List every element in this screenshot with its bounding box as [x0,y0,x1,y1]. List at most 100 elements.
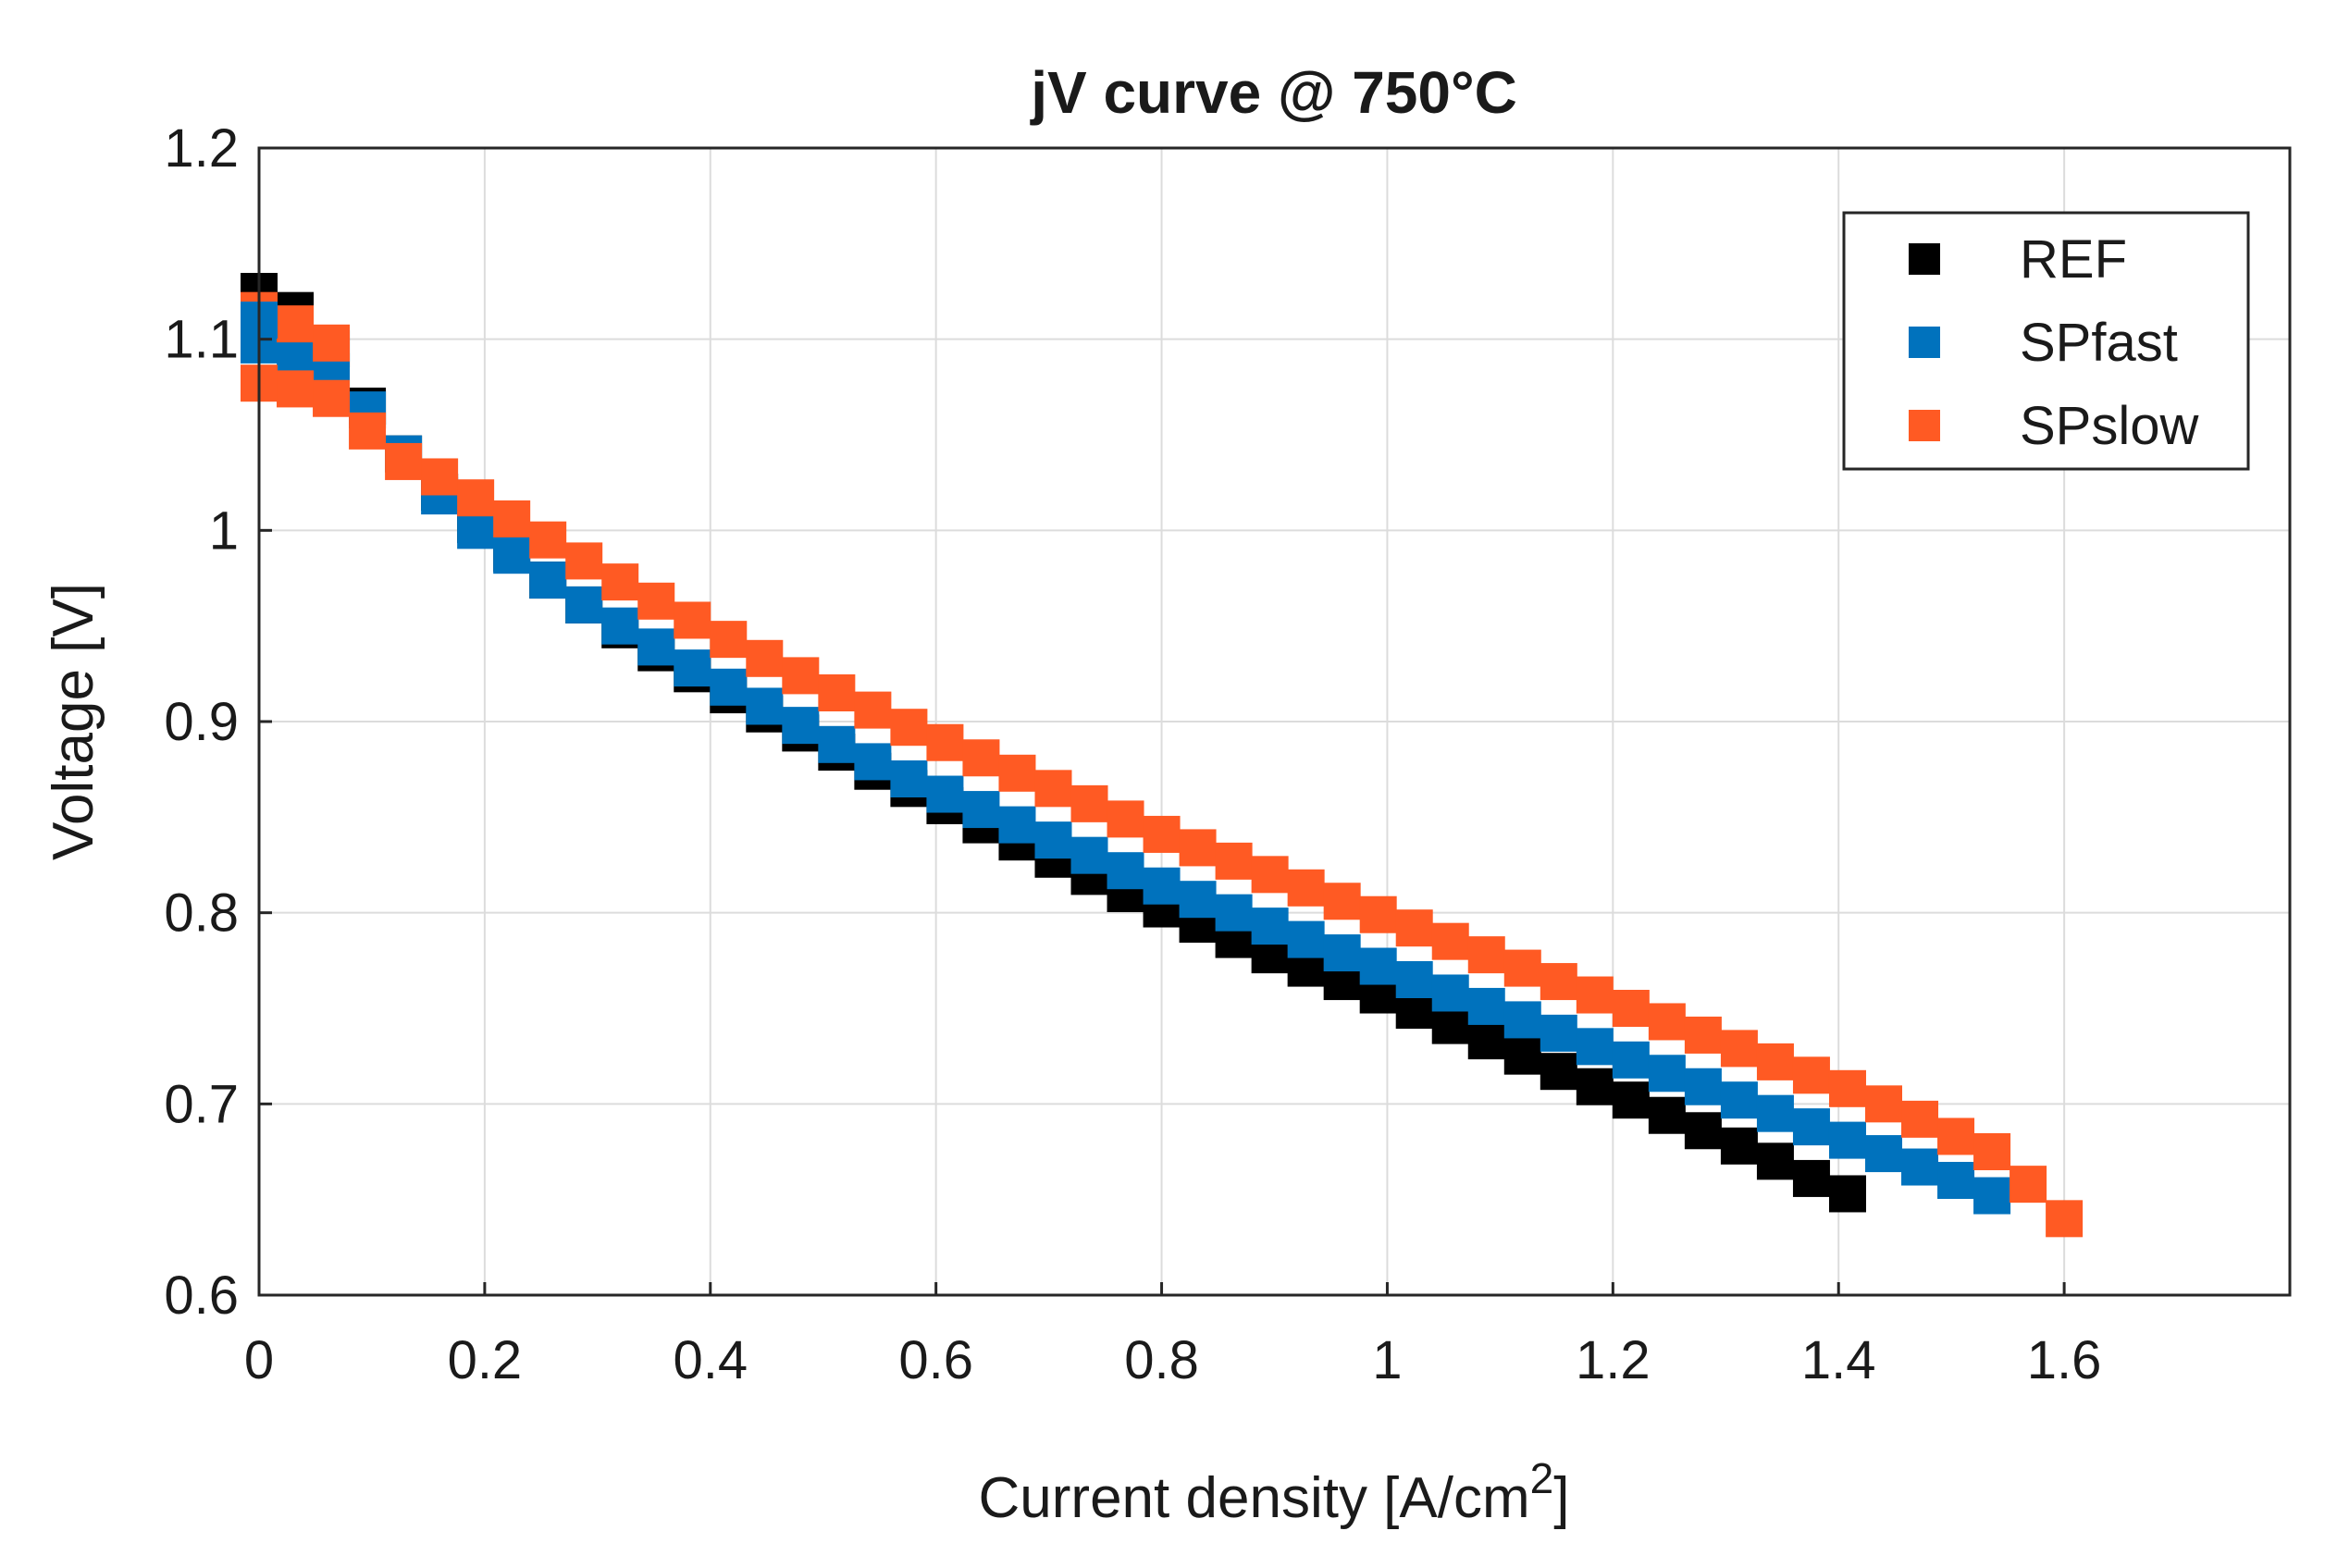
point-spfast [493,537,531,574]
point-spslow [854,691,892,729]
legend-label-spfast: SPfast [2020,313,2178,373]
point-ref [1684,1112,1722,1150]
point-spfast [1287,920,1325,958]
point-spfast [1503,1001,1541,1039]
point-spslow [1431,922,1469,960]
point-spfast [782,707,820,745]
point-spfast [1720,1081,1758,1119]
point-spslow [277,305,315,343]
point-spslow [1359,895,1397,933]
point-spfast [1937,1162,1975,1199]
point-spfast [1070,836,1108,874]
point-spslow [1395,909,1433,947]
legend-marker-ref [1909,243,1940,275]
legend-label-spslow: SPslow [2020,396,2200,456]
point-spfast [1251,907,1289,945]
y-tick-label: 0.7 [164,1074,239,1134]
point-spfast [998,806,1036,844]
point-spslow [1215,842,1253,880]
legend-marker-spfast [1909,327,1940,358]
point-spfast [674,649,711,687]
point-spslow [313,324,351,362]
x-tick-label: 1.6 [2027,1330,2102,1390]
point-spslow [1792,1056,1830,1094]
point-spslow [746,639,784,677]
point-spslow [1901,1100,1939,1138]
point-ref [1720,1127,1758,1165]
x-axis-label-superscript: 2 [1530,1454,1554,1502]
point-spfast [1107,852,1144,890]
point-spfast [1648,1055,1686,1093]
point-spfast [926,775,964,813]
data-points [241,273,2084,1238]
point-spfast [1215,894,1253,932]
point-spfast [962,791,1000,829]
point-spfast [1901,1148,1939,1186]
point-spslow [1612,990,1650,1027]
point-spslow [565,542,603,580]
point-spfast [746,687,784,725]
point-spfast [1792,1108,1830,1146]
point-spfast [1323,934,1361,972]
point-spfast [601,607,639,645]
x-tick-label: 0.2 [448,1330,523,1390]
legend-label-ref: REF [2020,229,2127,290]
point-spslow [385,442,423,480]
point-spslow [1287,869,1325,907]
legend-marker-spslow [1909,410,1940,441]
point-spslow [493,500,531,537]
y-tick-label: 0.9 [164,692,239,752]
point-spslow [1648,1003,1686,1041]
point-spslow [1576,976,1614,1014]
point-spfast [1179,881,1217,919]
point-spslow [1756,1043,1794,1080]
point-ref [1503,1037,1541,1075]
x-axis-label-main: Current density [A/cm [979,1466,1530,1530]
point-ref [1756,1142,1794,1180]
x-tick-label: 1.4 [1801,1330,1876,1390]
point-spslow [529,521,567,559]
y-tick-label: 0.8 [164,883,239,944]
point-spslow [2046,1200,2084,1238]
axis-ticks: 0 0.2 0.4 0.6 0.8 1 1.2 1.4 1.6 0.6 0.7 0.8 0.9 1 1.1 1… [164,118,2101,1390]
point-spslow [1467,936,1505,974]
x-tick-label: 1.2 [1576,1330,1651,1390]
point-spfast [1973,1177,2011,1215]
point-spfast [1143,867,1181,905]
x-tick-label: 0.4 [673,1330,748,1390]
y-axis-label: Voltage [V] [42,583,105,860]
point-spslow [998,754,1036,792]
point-spslow [1251,856,1289,894]
y-tick-label: 0.6 [164,1266,239,1326]
point-ref [1612,1081,1650,1119]
y-tick-label: 1 [209,500,239,561]
point-spfast [1540,1014,1577,1052]
point-ref [1431,1006,1469,1044]
point-spslow [1865,1085,1902,1123]
point-spfast [1865,1135,1902,1173]
point-spslow [1179,829,1217,867]
point-spfast [1431,974,1469,1012]
point-ref [1540,1053,1577,1091]
point-spfast [1828,1121,1866,1159]
y-tick-label: 1.1 [164,310,239,370]
point-spslow [349,412,387,450]
point-spfast [1576,1028,1614,1066]
point-spfast [890,760,928,797]
point-spfast [1756,1094,1794,1132]
point-ref [1648,1096,1686,1134]
point-spslow [674,601,711,639]
point-ref [1576,1068,1614,1105]
x-tick-label: 0.8 [1124,1330,1199,1390]
point-spslow [1973,1133,2011,1170]
x-tick-label: 0 [244,1330,274,1390]
point-spslow [818,674,856,711]
point-spfast [1395,961,1433,998]
point-spfast [818,725,856,763]
point-spslow [1323,883,1361,920]
point-ref [1792,1159,1830,1197]
x-axis-label-suffix: ] [1553,1466,1569,1530]
point-spslow [1107,800,1144,838]
point-spslow [1828,1069,1866,1107]
